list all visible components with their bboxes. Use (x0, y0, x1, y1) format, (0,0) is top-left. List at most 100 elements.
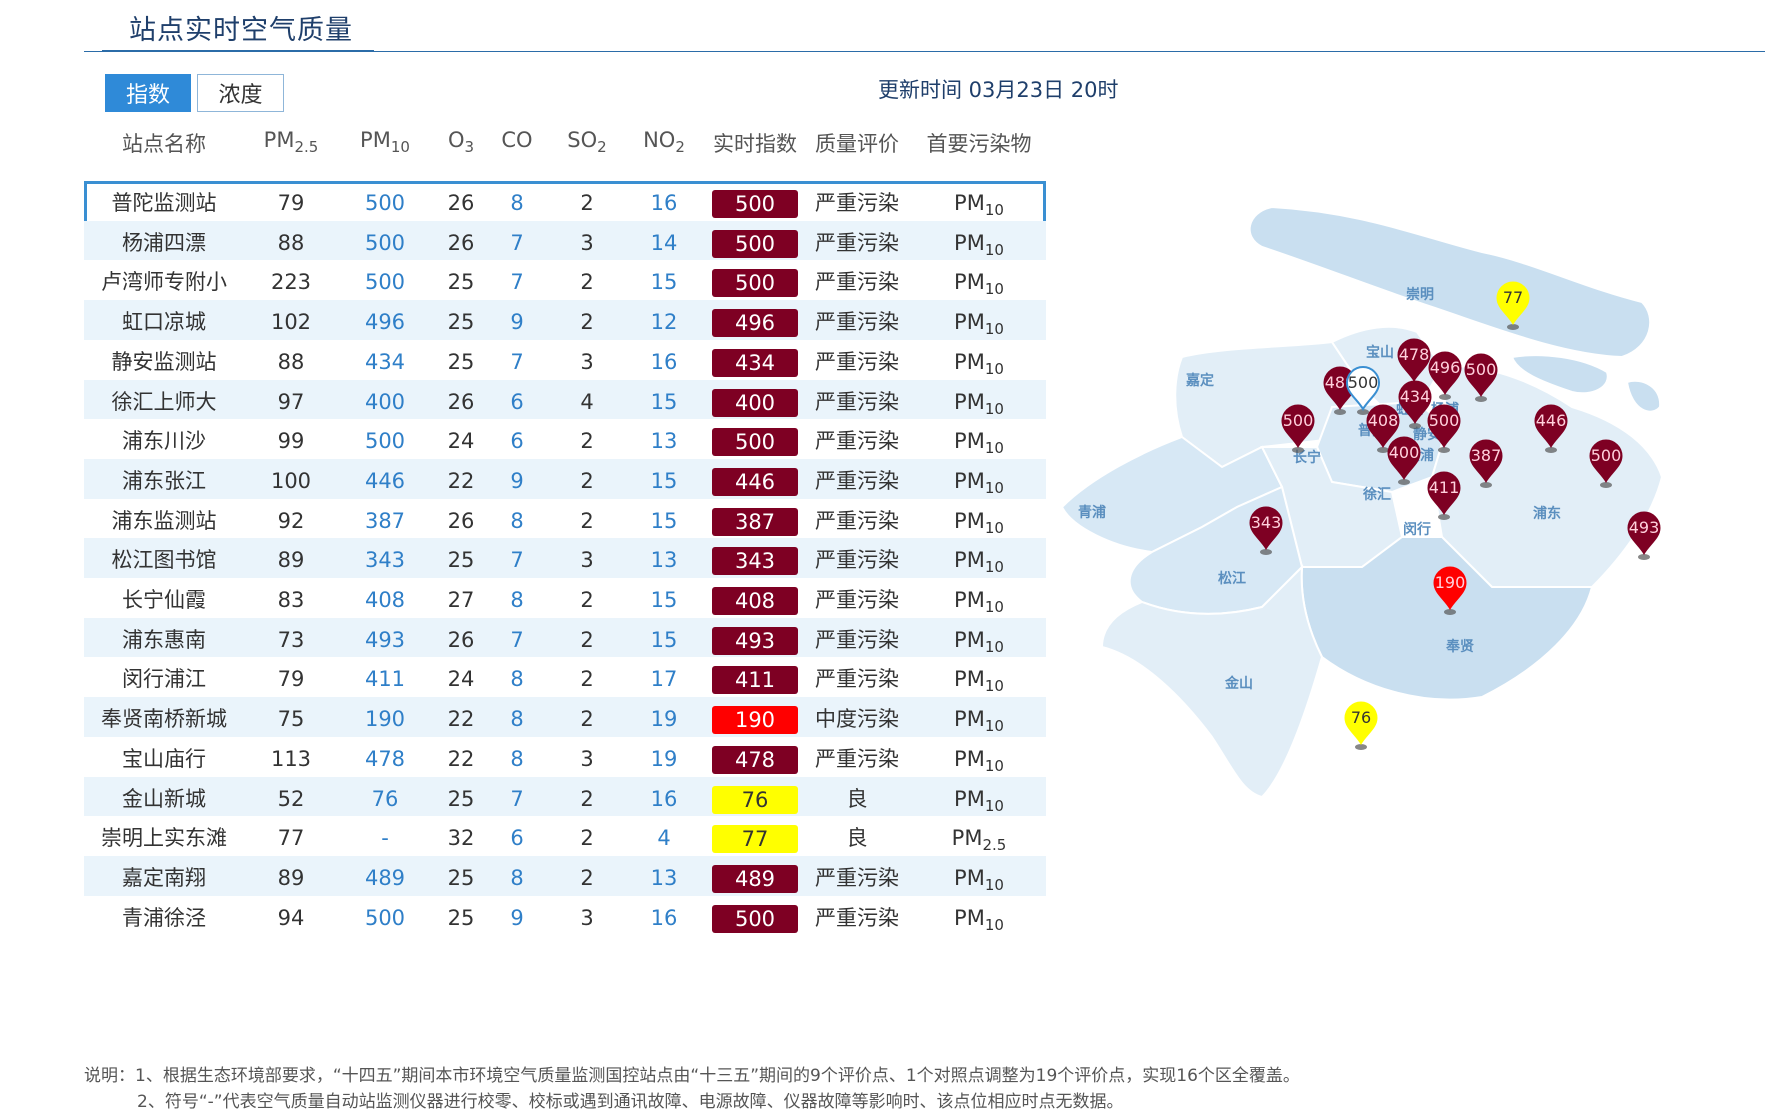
district-hengsha[interactable] (1625, 379, 1662, 413)
marker-value: 493 (1629, 518, 1660, 537)
cell-quality: 严重污染 (815, 627, 899, 652)
station-marker[interactable]: 500 (1464, 353, 1498, 402)
cell-station: 长宁仙霞 (122, 588, 206, 612)
cell-pm10: 500 (364, 230, 406, 255)
cell-pm10: 434 (364, 349, 406, 374)
table-row[interactable]: 浦东监测站 92 387 26 8 2 15 387 严重污染 PM10 (84, 498, 1046, 544)
cell-o3: 26 (447, 508, 475, 533)
table-row[interactable]: 嘉定南翔 89 489 25 8 2 13 489 严重污染 PM10 (84, 855, 1046, 901)
station-marker[interactable]: 408 (1366, 404, 1400, 453)
cell-co: 8 (510, 667, 524, 692)
aqi-badge: 500 (712, 428, 798, 457)
cell-so2: 2 (580, 468, 594, 493)
station-marker[interactable]: 493 (1627, 511, 1661, 560)
station-marker[interactable]: 496 (1428, 351, 1462, 400)
table-row[interactable]: 闵行浦江 79 411 24 8 2 17 411 严重污染 PM10 (84, 657, 1046, 703)
tab-index[interactable]: 指数 (105, 74, 191, 112)
station-marker[interactable]: 411 (1427, 471, 1461, 520)
cell-so2: 2 (580, 826, 594, 851)
cell-station: 松江图书馆 (111, 548, 217, 573)
table-row[interactable]: 浦东张江 100 446 22 9 2 15 446 严重污染 PM10 (84, 458, 1046, 504)
cell-co: 7 (510, 270, 524, 295)
update-time: 更新时间 03月23日 20时 (878, 78, 1119, 102)
cell-pm10: 400 (364, 389, 406, 414)
cell-primary: PM10 (954, 548, 1004, 577)
cell-quality: 严重污染 (815, 270, 899, 295)
table-row[interactable]: 宝山庙行 113 478 22 8 3 19 478 严重污染 PM10 (84, 736, 1046, 782)
cell-o3: 25 (447, 786, 475, 811)
marker-value: 500 (1591, 446, 1622, 465)
table-row[interactable]: 金山新城 52 76 25 7 2 16 76 良 PM10 (84, 776, 1046, 822)
cell-pm25: 79 (277, 667, 305, 692)
aqi-badge: 489 (712, 864, 798, 893)
cell-primary: PM10 (954, 270, 1004, 299)
district-label: 闵行 (1403, 521, 1431, 538)
table-row[interactable]: 松江图书馆 89 343 25 7 3 13 343 严重污染 PM10 (84, 538, 1046, 584)
tab-concentration[interactable]: 浓度 (197, 74, 284, 112)
cell-pm25: 88 (277, 230, 305, 255)
table-row[interactable]: 卢湾师专附小 223 500 25 7 2 15 500 严重污染 PM10 (84, 260, 1046, 306)
cell-pm25: 89 (277, 865, 305, 890)
cell-primary: PM2.5 (951, 826, 1007, 855)
table-row[interactable]: 长宁仙霞 83 408 27 8 2 15 408 严重污染 PM10 (84, 578, 1046, 623)
district-chongming[interactable] (1248, 207, 1652, 359)
station-marker[interactable]: 446 (1534, 404, 1568, 453)
district-jinshan[interactable] (1100, 564, 1324, 799)
cell-pm10: 190 (364, 707, 406, 732)
col-pm10: PM10 (360, 128, 410, 157)
cell-no2: 13 (650, 865, 678, 890)
table-row[interactable]: 浦东惠南 73 493 26 7 2 15 493 严重污染 PM10 (84, 617, 1046, 663)
aqi-badge: 500 (712, 229, 798, 258)
cell-so2: 3 (580, 230, 594, 255)
station-marker[interactable]: 190 (1433, 566, 1467, 615)
table-row[interactable]: 浦东川沙 99 500 24 6 2 13 500 严重污染 PM10 (84, 419, 1046, 465)
cell-o3: 32 (447, 826, 475, 851)
table-row[interactable]: 崇明上实东滩 77 - 32 6 2 4 77 良 PM2.5 (84, 816, 1046, 862)
station-marker[interactable]: 434 (1398, 380, 1432, 429)
cell-o3: 25 (447, 865, 475, 890)
district-changxing[interactable] (1510, 354, 1609, 395)
cell-station: 卢湾师专附小 (101, 270, 227, 295)
aqi-badge: 500 (712, 269, 798, 298)
cell-so2: 2 (580, 786, 594, 811)
cell-o3: 22 (447, 468, 475, 493)
table-row[interactable]: 虹口凉城 102 496 25 9 2 12 496 严重污染 PM10 (84, 300, 1046, 346)
map-canvas[interactable]: 崇明宝山嘉定虹口杨浦普陀静安长宁黄浦青浦徐汇闵行浦东松江奉贤金山77478496… (1062, 207, 1662, 907)
table-row[interactable]: 静安监测站 88 434 25 7 3 16 434 严重污染 PM10 (84, 339, 1046, 385)
station-marker[interactable]: 77 (1496, 281, 1530, 330)
station-marker[interactable]: 500 (1427, 404, 1461, 453)
cell-pm25: 223 (270, 270, 312, 295)
col-station: 站点名称 (122, 132, 206, 156)
district-pudong[interactable] (1430, 365, 1662, 588)
aqi-badge: 496 (712, 309, 798, 338)
station-marker[interactable]: 343 (1249, 506, 1283, 555)
district-label: 金山 (1224, 675, 1253, 692)
cell-pm25: 79 (277, 191, 305, 215)
station-marker[interactable]: 478 (1397, 338, 1431, 387)
cell-pm25: 83 (277, 588, 305, 612)
table-row[interactable]: 杨浦四漂 88 500 26 7 3 14 500 严重污染 PM10 (84, 220, 1046, 266)
cell-no2: 4 (657, 826, 671, 851)
district-label: 松江 (1218, 570, 1246, 587)
table-row[interactable]: 徐汇上师大 97 400 26 6 4 15 400 严重污染 PM10 (84, 379, 1046, 425)
cell-co: 6 (510, 389, 524, 414)
district-label: 奉贤 (1446, 638, 1474, 655)
station-marker[interactable]: 500 (1345, 366, 1381, 415)
cell-no2: 15 (650, 468, 678, 493)
aqi-badge: 500 (712, 904, 798, 933)
table-row[interactable]: 普陀监测站 79 500 26 8 2 16 500 严重污染 PM10 (84, 181, 1046, 226)
shanghai-map[interactable]: 崇明宝山嘉定虹口杨浦普陀静安长宁黄浦青浦徐汇闵行浦东松江奉贤金山77478496… (1062, 207, 1662, 907)
cell-no2: 15 (650, 389, 678, 414)
cell-no2: 15 (650, 508, 678, 533)
station-marker[interactable]: 500 (1281, 404, 1315, 453)
station-marker[interactable]: 76 (1344, 701, 1378, 750)
station-marker[interactable]: 500 (1589, 439, 1623, 488)
station-marker[interactable]: 400 (1387, 436, 1421, 485)
cell-so2: 3 (580, 746, 594, 771)
notes: 说明：1、根据生态环境部要求，“十四五”期间本市环境空气质量监测国控站点由“十三… (84, 1063, 1300, 1115)
aqi-badge: 478 (712, 745, 798, 774)
table-row[interactable]: 青浦徐泾 94 500 25 9 3 16 500 严重污染 PM10 (84, 895, 1046, 941)
cell-primary: PM10 (954, 905, 1004, 934)
station-marker[interactable]: 387 (1469, 439, 1503, 488)
table-row[interactable]: 奉贤南桥新城 75 190 22 8 2 19 190 中度污染 PM10 (84, 697, 1046, 743)
